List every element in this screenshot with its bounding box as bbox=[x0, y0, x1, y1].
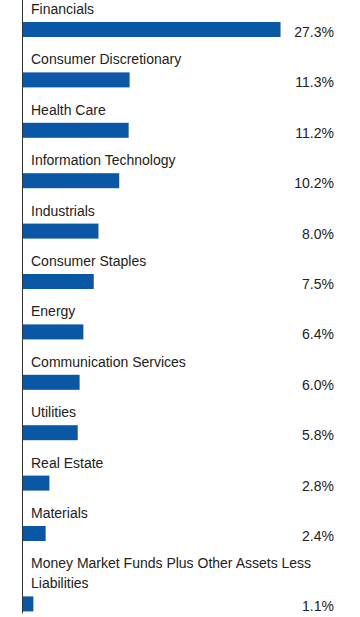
category-label: Real Estate bbox=[31, 455, 104, 471]
data-label: 11.3% bbox=[295, 74, 334, 90]
category-label: Health Care bbox=[31, 102, 106, 118]
data-label: 10.2% bbox=[294, 175, 334, 191]
data-label: 8.0% bbox=[302, 226, 334, 242]
category-label: Industrials bbox=[31, 203, 95, 219]
bar bbox=[23, 596, 33, 611]
data-label: 11.2% bbox=[295, 125, 334, 141]
data-label: 2.8% bbox=[302, 478, 334, 494]
category-label: Utilities bbox=[31, 404, 76, 420]
category-label: Communication Services bbox=[31, 354, 186, 370]
data-label: 7.5% bbox=[302, 276, 334, 292]
bar bbox=[23, 476, 49, 491]
bars bbox=[23, 22, 281, 611]
bar bbox=[23, 425, 78, 440]
data-label: 5.8% bbox=[302, 427, 334, 443]
data-label: 6.4% bbox=[302, 326, 334, 342]
bar bbox=[23, 274, 94, 289]
category-label: Consumer Discretionary bbox=[31, 51, 181, 67]
data-label: 27.3% bbox=[294, 24, 334, 40]
category-label: Consumer Staples bbox=[31, 253, 146, 269]
data-label: 2.4% bbox=[302, 528, 334, 544]
data-label: 1.1% bbox=[302, 598, 334, 614]
axis-line bbox=[22, 0, 23, 613]
category-label: Energy bbox=[31, 303, 75, 319]
bar bbox=[23, 375, 80, 390]
bar bbox=[23, 224, 98, 239]
category-label: Financials bbox=[31, 1, 94, 17]
bar bbox=[23, 324, 83, 339]
data-label: 6.0% bbox=[302, 377, 334, 393]
labels: Financials 27.3% Consumer Discretionary 11.… bbox=[31, 1, 334, 614]
category-label: Materials bbox=[31, 505, 88, 521]
bar bbox=[23, 526, 46, 541]
category-label: Information Technology bbox=[31, 152, 176, 168]
bar bbox=[23, 123, 129, 138]
bar bbox=[23, 22, 281, 37]
category-label: Money Market Funds Plus Other Assets Les… bbox=[31, 555, 311, 591]
bar bbox=[23, 72, 130, 87]
chart: Financials 27.3% Consumer Discretionary 11.… bbox=[0, 0, 360, 617]
bar bbox=[23, 173, 119, 188]
